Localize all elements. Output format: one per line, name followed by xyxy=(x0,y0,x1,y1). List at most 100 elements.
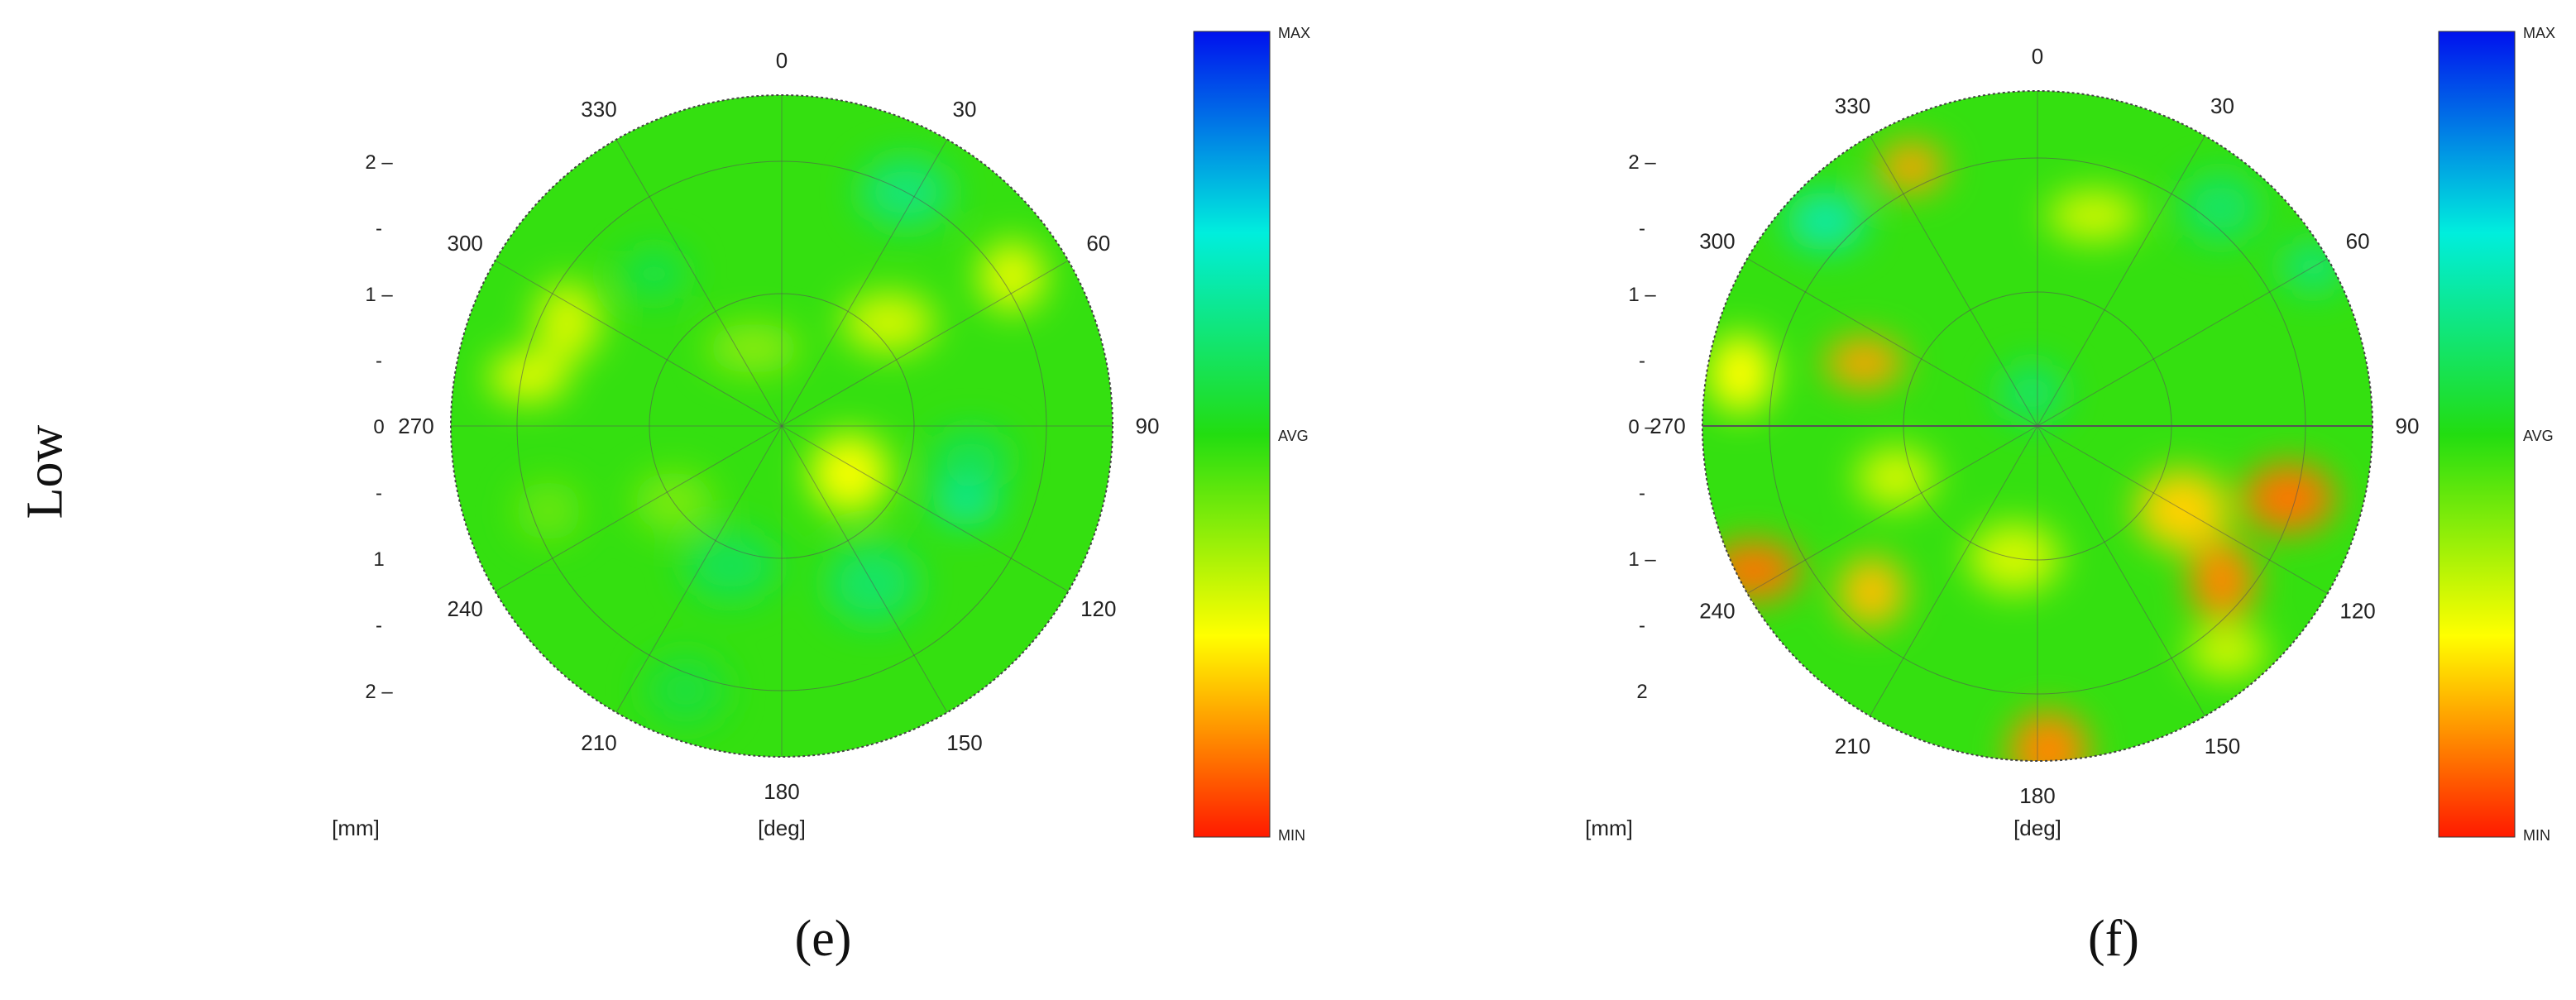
heat-blob xyxy=(2242,463,2335,533)
radius-tick-label: 0 – xyxy=(1628,416,1656,438)
radius-tick-label: - xyxy=(376,482,382,505)
angle-spoke xyxy=(1747,425,2038,594)
colorbar-avg-label: AVG xyxy=(1278,428,1309,444)
colorbar-min-label: MIN xyxy=(2523,827,2550,844)
radius-tick-label: 1 – xyxy=(1628,284,1656,306)
angle-spoke xyxy=(781,425,948,713)
radius-tick-label: 1 – xyxy=(1628,548,1656,571)
angle-spoke xyxy=(2037,258,2328,427)
heat-blob xyxy=(1707,540,1801,600)
heat-blob xyxy=(1707,333,1774,414)
radius-tick-label: 2 – xyxy=(365,151,393,174)
radius-unit-label: [mm] xyxy=(332,816,380,840)
angle-spoke xyxy=(781,260,1069,427)
angle-spoke xyxy=(2037,425,2328,594)
angle-tick-label: 150 xyxy=(946,730,982,755)
angle-tick-label: 0 xyxy=(776,48,788,73)
angle-tick-label: 180 xyxy=(2019,783,2055,808)
radius-tick-label: - xyxy=(1639,482,1645,505)
angle-spoke xyxy=(495,425,783,592)
radius-tick-label: - xyxy=(376,218,382,240)
angle-tick-label: 210 xyxy=(581,730,616,755)
radius-tick-label: - xyxy=(1639,350,1645,372)
heat-blob xyxy=(515,481,582,541)
angle-tick-label: 120 xyxy=(2339,599,2375,624)
radius-tick-label: 2 – xyxy=(1628,151,1656,174)
heat-blob xyxy=(2181,173,2261,243)
colorbar xyxy=(2438,31,2516,838)
heat-blob xyxy=(2189,541,2256,621)
heat-blob xyxy=(842,293,936,352)
angle-tick-label: 60 xyxy=(2346,229,2370,254)
angle-unit-label: [deg] xyxy=(758,816,806,840)
heat-blob xyxy=(1999,363,2065,423)
angle-tick-label: 240 xyxy=(1699,599,1735,624)
heat-blob xyxy=(2047,190,2141,241)
angle-spoke xyxy=(615,425,783,713)
colorbar-avg-label: AVG xyxy=(2523,428,2554,444)
radius-tick-label: 2 xyxy=(1636,681,1647,703)
angle-unit-label: [deg] xyxy=(2013,816,2061,840)
radius-tick-label: - xyxy=(1639,218,1645,240)
angle-spoke xyxy=(781,139,948,427)
heat-blob xyxy=(2009,711,2089,761)
angle-tick-label: 300 xyxy=(1699,229,1735,254)
heat-blob xyxy=(2187,627,2267,677)
heat-blob xyxy=(534,281,601,361)
radius-unit-label: [mm] xyxy=(1585,816,1633,840)
angle-tick-label: 90 xyxy=(1136,414,1160,438)
angle-tick-label: 240 xyxy=(448,596,483,621)
angle-spoke xyxy=(2037,136,2205,427)
angle-tick-label: 120 xyxy=(1080,596,1116,621)
heat-blob xyxy=(979,242,1046,312)
angle-spoke xyxy=(1747,258,2038,427)
angle-tick-label: 0 xyxy=(2032,44,2043,69)
radius-tick-label: - xyxy=(376,350,382,372)
heat-blob xyxy=(620,249,687,299)
heat-blob xyxy=(488,352,568,402)
colorbar-max-label: MAX xyxy=(1278,25,1310,41)
angle-tick-label: 300 xyxy=(448,231,483,256)
angle-tick-label: 180 xyxy=(764,779,799,804)
panel-label-e: (e) xyxy=(794,911,852,967)
angle-tick-label: 330 xyxy=(581,97,616,122)
colorbar-max-label: MAX xyxy=(2523,25,2555,41)
colorbar xyxy=(1193,31,1271,838)
angle-spoke xyxy=(615,139,783,427)
radius-tick-label: 1 – xyxy=(365,284,393,306)
heat-blob xyxy=(706,323,800,373)
angle-tick-label: 210 xyxy=(1835,734,1870,758)
colorbar-min-label: MIN xyxy=(1278,827,1305,844)
heat-blob xyxy=(1878,142,1945,192)
angle-tick-label: 270 xyxy=(1650,414,1685,438)
heat-blob xyxy=(684,531,778,601)
angle-tick-label: 330 xyxy=(1835,93,1870,118)
heat-blob xyxy=(931,429,1011,490)
angle-tick-label: 270 xyxy=(398,414,433,438)
angle-spoke xyxy=(781,425,1069,592)
angle-spoke xyxy=(1870,425,2038,716)
angle-spoke xyxy=(1870,136,2038,427)
angle-tick-label: 30 xyxy=(953,97,977,122)
angle-spoke xyxy=(2037,425,2205,716)
heat-blob xyxy=(1824,337,1904,388)
angle-tick-label: 90 xyxy=(2396,414,2420,438)
radius-tick-label: 2 – xyxy=(365,681,393,703)
heat-blob xyxy=(1855,447,1936,508)
radius-tick-label: 1 xyxy=(373,548,384,571)
heat-blob xyxy=(645,655,725,725)
radius-tick-label: 0 xyxy=(373,416,384,438)
panel-label-f: (f) xyxy=(2088,911,2139,967)
angle-tick-label: 150 xyxy=(2205,734,2240,758)
angle-tick-label: 60 xyxy=(1086,231,1110,256)
radius-tick-label: - xyxy=(1639,615,1645,637)
heat-blob xyxy=(1838,557,1905,627)
radius-tick-label: - xyxy=(376,615,382,637)
heat-blob xyxy=(932,475,999,525)
angle-tick-label: 30 xyxy=(2210,93,2234,118)
angle-spoke xyxy=(495,260,783,427)
heat-blob xyxy=(1785,191,1865,251)
